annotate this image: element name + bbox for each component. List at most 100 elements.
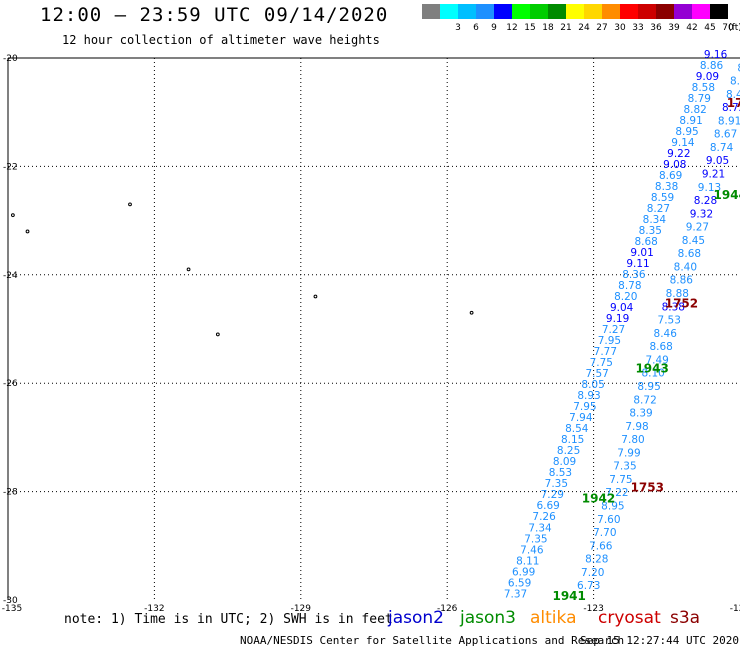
swh-value-pass-a: 7.94 — [569, 412, 593, 424]
legend-label: 45 — [704, 23, 716, 33]
legend-label: 6 — [473, 23, 479, 33]
swh-value-pass-a: 8.91 — [679, 115, 702, 127]
swh-value-pass-a: 9.19 — [606, 313, 629, 325]
swh-value-pass-a: 9.16 — [704, 49, 728, 61]
legend-unit: (ft) — [728, 23, 740, 33]
swh-value-pass-b: 7.22 — [605, 487, 628, 499]
track-label: 1944 — [714, 188, 740, 202]
swh-value-pass-b: 9.21 — [702, 169, 725, 181]
legend-label: 3 — [455, 23, 461, 33]
swh-value-pass-b: 7.53 — [658, 315, 681, 327]
legend-swatch — [530, 4, 548, 19]
swh-value-pass-b: 7.35 — [613, 461, 636, 473]
swh-value-pass-b: 8.28 — [694, 195, 717, 207]
legend-swatch — [602, 4, 620, 19]
legend-swatch — [620, 4, 638, 19]
legend-swatch — [692, 4, 710, 19]
swh-value-pass-b: 6.73 — [577, 580, 600, 592]
swh-value-pass-a: 7.75 — [590, 357, 613, 369]
swh-value-pass-a: 6.59 — [508, 577, 531, 589]
satellite-label-jason2: jason2 — [388, 608, 444, 628]
legend-swatch — [440, 4, 458, 19]
legend-swatch — [422, 4, 440, 19]
legend-swatch — [638, 4, 656, 19]
swh-value-pass-a: 9.09 — [696, 71, 719, 83]
credit-line: NOAA/NESDIS Center for Satellite Applica… — [240, 634, 625, 647]
swh-value-pass-b: 8.46 — [654, 328, 678, 340]
legend-swatch — [476, 4, 494, 19]
satellite-label-altika: altika — [530, 608, 577, 628]
legend-swatch — [512, 4, 530, 19]
swh-value-pass-b: 8.45 — [682, 235, 705, 247]
lat-tick-label: -20 — [3, 54, 18, 64]
swh-value-pass-a: 8.68 — [634, 236, 657, 248]
swh-value-pass-b: 8.68 — [649, 341, 672, 353]
swh-value-pass-b: 8.68 — [678, 248, 701, 260]
swh-value-pass-a: 8.95 — [675, 126, 698, 138]
lon-tick-label: -120 — [730, 604, 740, 614]
swh-value-pass-a: 7.37 — [504, 588, 527, 600]
lon-tick-label: -123 — [583, 604, 603, 614]
legend-label: 27 — [596, 23, 608, 33]
swh-value-pass-b: 8.28 — [585, 554, 608, 566]
swh-value-pass-b: 9.13 — [698, 182, 721, 194]
swh-value-pass-a: 8.15 — [561, 434, 584, 446]
page-title: 12:00 — 23:59 UTC 09/14/2020 — [40, 4, 389, 26]
track-label: 1942 — [582, 491, 615, 505]
swh-value-pass-a: 8.69 — [659, 170, 682, 182]
swh-value-pass-a: 9.04 — [610, 302, 634, 314]
swh-value-pass-b: 9.27 — [686, 222, 709, 234]
swh-value-pass-b: 8.67 — [714, 129, 737, 141]
island-marker — [469, 310, 474, 315]
legend-swatch — [584, 4, 602, 19]
swh-value-pass-a: 8.53 — [549, 467, 572, 479]
swh-value-pass-b: 7.66 — [589, 540, 613, 552]
swh-value-pass-a: 8.38 — [655, 181, 678, 193]
legend-swatch — [656, 4, 674, 19]
swh-value-pass-b: 8.86 — [670, 275, 694, 287]
lon-tick-label: -132 — [144, 604, 164, 614]
lat-tick-label: -28 — [3, 488, 18, 498]
page-subtitle: 12 hour collection of altimeter wave hei… — [62, 33, 380, 47]
swh-value-pass-a: 8.54 — [565, 423, 589, 435]
swh-value-pass-b: 8.95 — [637, 381, 660, 393]
swh-value-pass-b: 8.10 — [641, 368, 664, 380]
track-label: 1752 — [665, 296, 698, 310]
swh-value-pass-a: 8.05 — [581, 379, 604, 391]
swh-value-pass-b: 7.70 — [593, 527, 616, 539]
lon-tick-label: -135 — [2, 604, 22, 614]
swh-value-pass-a: 9.14 — [671, 137, 695, 149]
legend-label: 70 — [722, 23, 734, 33]
swh-value-pass-a: 8.36 — [622, 269, 646, 281]
swh-value-pass-a: 8.20 — [614, 291, 637, 303]
swh-value-pass-b: 8.95 — [601, 500, 624, 512]
swh-value-pass-a: 8.79 — [688, 93, 711, 105]
swh-value-pass-b: 9.05 — [706, 155, 729, 167]
island-marker — [215, 332, 220, 337]
track-label: 1753 — [631, 481, 664, 495]
island-marker — [25, 229, 30, 234]
swh-value-pass-a: 7.35 — [545, 478, 568, 490]
swh-value-pass-b: 8.38 — [662, 301, 685, 313]
swh-value-pass-a: 9.08 — [663, 159, 686, 171]
island-marker — [186, 267, 191, 272]
legend-label: 18 — [542, 23, 554, 33]
legend-label: 15 — [524, 23, 536, 33]
swh-value-pass-a: 7.77 — [594, 346, 617, 358]
swh-value-pass-a: 7.46 — [520, 544, 544, 556]
lon-tick-label: -129 — [291, 604, 312, 614]
swh-value-pass-a: 7.27 — [602, 324, 625, 336]
swh-value-pass-b: 8.78 — [730, 76, 740, 88]
lat-tick-label: -30 — [3, 596, 18, 606]
swh-value-pass-a: 8.11 — [516, 555, 539, 567]
lat-tick-label: -22 — [3, 162, 18, 172]
legend-label: 42 — [686, 23, 698, 33]
swh-value-pass-b: 7.49 — [645, 354, 668, 366]
legend-label: 33 — [632, 23, 644, 33]
legend-swatch — [710, 4, 728, 19]
swh-value-pass-b: 9.32 — [690, 208, 713, 220]
swh-value-pass-b: 8.40 — [674, 261, 697, 273]
satellite-label-s3a: s3a — [670, 608, 701, 628]
legend-label: 36 — [650, 23, 662, 33]
